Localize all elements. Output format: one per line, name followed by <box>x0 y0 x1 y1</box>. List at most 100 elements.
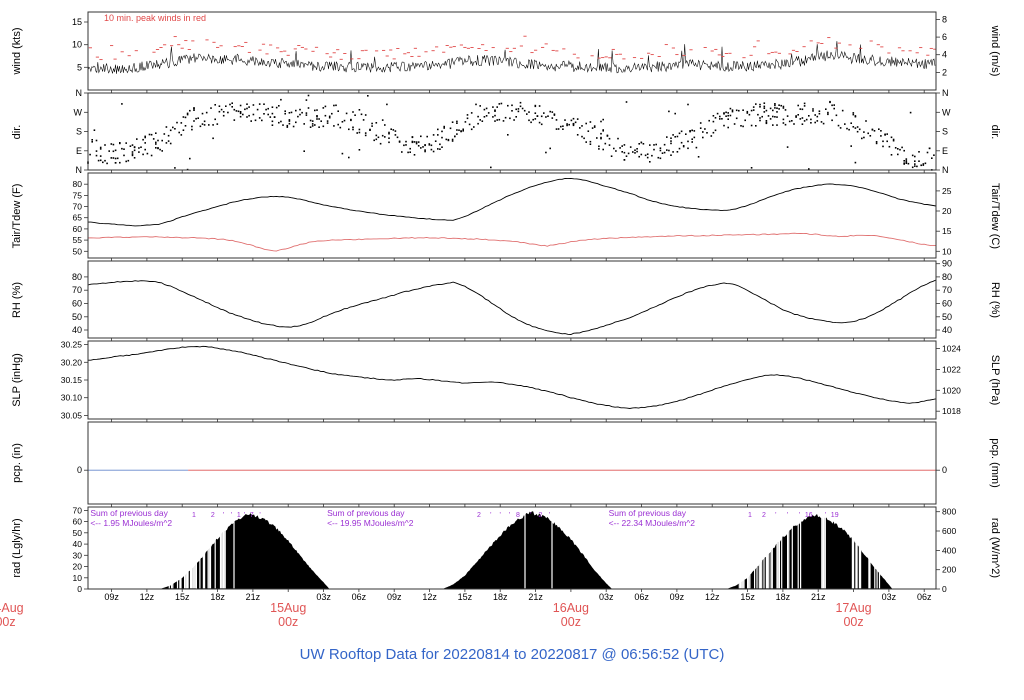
svg-text:18z: 18z <box>493 592 508 602</box>
sum-note-line: Sum of previous day <box>90 508 168 518</box>
svg-text:25: 25 <box>942 186 952 196</box>
svg-text:30.15: 30.15 <box>61 375 83 385</box>
svg-text:': ' <box>530 512 531 519</box>
svg-text:S: S <box>942 127 948 137</box>
svg-text:06z: 06z <box>634 592 649 602</box>
svg-text:21z: 21z <box>528 592 543 602</box>
svg-text:1024: 1024 <box>942 343 961 353</box>
axis-title-slp-right: SLP (hPa) <box>989 354 1001 406</box>
svg-text:1018: 1018 <box>942 406 961 416</box>
svg-text:60: 60 <box>73 224 83 234</box>
svg-text:N: N <box>942 165 949 175</box>
svg-text:': ' <box>223 512 224 519</box>
svg-text:06z: 06z <box>917 592 932 602</box>
svg-text:09z: 09z <box>387 592 402 602</box>
radiation-sum-note-3: Sum of previous day <-- 22.34 MJoules/m^… <box>609 508 695 528</box>
svg-text:75: 75 <box>73 190 83 200</box>
svg-text:N: N <box>942 88 949 98</box>
svg-text:': ' <box>509 512 510 519</box>
svg-text:8: 8 <box>516 512 520 519</box>
svg-text:70: 70 <box>72 285 82 295</box>
svg-text:70: 70 <box>73 202 83 212</box>
panel-rh-group: 40 50 60 70 80 40 50 60 70 80 90 <box>72 259 952 341</box>
svg-text:': ' <box>549 512 550 519</box>
axis-title-tair-left: Tair/Tdew (F) <box>11 183 23 248</box>
svg-text:E: E <box>942 146 948 156</box>
svg-text:N: N <box>76 88 83 98</box>
svg-text:40: 40 <box>73 539 83 549</box>
svg-text:30.05: 30.05 <box>61 411 83 421</box>
date-line2: 00z <box>278 615 299 629</box>
svg-text:': ' <box>500 512 501 519</box>
svg-text:15z: 15z <box>740 592 755 602</box>
svg-text:03z: 03z <box>599 592 614 602</box>
date-line1: 15Aug <box>270 601 307 615</box>
svg-text:20: 20 <box>942 206 952 216</box>
date-line2: 00z <box>843 615 864 629</box>
axis-title-rad-left: rad (Lgly/hr) <box>11 518 23 578</box>
svg-text:18z: 18z <box>776 592 791 602</box>
svg-text:30.20: 30.20 <box>61 357 83 367</box>
svg-text:50: 50 <box>73 246 83 256</box>
svg-text:03z: 03z <box>316 592 331 602</box>
axis-title-tair-right: Tair/Tdew (C) <box>989 182 1001 249</box>
svg-text:E: E <box>76 146 82 156</box>
axis-title-wind-right: wind (m/s) <box>989 25 1001 77</box>
panel-slp-group: 30.05 30.10 30.15 30.20 30.25 1018 1020 1022 102… <box>61 340 961 422</box>
axis-title-rh-left: RH (%) <box>11 281 23 318</box>
svg-text:2: 2 <box>211 512 215 519</box>
axis-title-dir-right: dir. <box>989 124 1001 139</box>
svg-text:': ' <box>787 512 788 519</box>
svg-text:7: 7 <box>250 512 254 519</box>
date-line1: 16Aug <box>552 601 589 615</box>
axis-title-wind-left: wind (kts) <box>11 27 23 75</box>
svg-text:50: 50 <box>72 312 82 322</box>
panel-rad-group: 1 2 ' ' 1 ' 7 ' 2 ' ' ' 8 ' 2 ' 1 2 ' ' ' 16 ' 1901020304050607… <box>73 505 957 594</box>
radiation-sum-note-2: Sum of previous day <-- 19.95 MJoules/m^… <box>327 508 413 528</box>
date-line2: 00z <box>0 615 16 629</box>
svg-text:': ' <box>259 512 260 519</box>
svg-text:03z: 03z <box>882 592 897 602</box>
svg-text:65: 65 <box>73 213 83 223</box>
svg-text:90: 90 <box>942 259 952 269</box>
svg-text:0: 0 <box>77 465 82 475</box>
svg-text:60: 60 <box>72 299 82 309</box>
svg-text:800: 800 <box>942 507 956 517</box>
svg-text:': ' <box>799 512 800 519</box>
svg-text:2: 2 <box>762 512 766 519</box>
svg-text:20: 20 <box>73 562 83 572</box>
svg-text:30.25: 30.25 <box>61 340 83 350</box>
svg-text:15z: 15z <box>458 592 473 602</box>
sum-note-value: <-- 22.34 MJoules/m^2 <box>608 518 695 528</box>
date-label-16aug: 16Aug 00z <box>553 601 589 629</box>
svg-text:06z: 06z <box>352 592 367 602</box>
axis-title-pcp-left: pcp. (in) <box>11 443 23 483</box>
svg-text:8: 8 <box>942 15 947 25</box>
svg-text:1020: 1020 <box>942 385 961 395</box>
svg-text:': ' <box>825 512 826 519</box>
date-label-14aug: 14Aug 00z <box>0 601 24 629</box>
svg-text:W: W <box>942 107 951 117</box>
svg-text:12z: 12z <box>140 592 155 602</box>
svg-text:60: 60 <box>942 299 952 309</box>
svg-text:0: 0 <box>942 465 947 475</box>
date-line1: 17Aug <box>835 601 872 615</box>
date-line2: 00z <box>560 615 581 629</box>
svg-text:09z: 09z <box>670 592 685 602</box>
svg-text:12z: 12z <box>422 592 437 602</box>
svg-text:30: 30 <box>73 550 83 560</box>
svg-text:80: 80 <box>942 272 952 282</box>
svg-text:30.10: 30.10 <box>61 393 83 403</box>
chart-title: UW Rooftop Data for 20220814 to 20220817… <box>299 646 725 663</box>
svg-text:55: 55 <box>73 235 83 245</box>
svg-text:19: 19 <box>831 512 839 519</box>
svg-text:400: 400 <box>942 545 956 555</box>
svg-text:16: 16 <box>805 512 813 519</box>
axis-title-slp-left: SLP (inHg) <box>11 353 23 407</box>
peak-wind-note: 10 min. peak winds in red <box>104 13 207 23</box>
svg-text:2: 2 <box>477 512 481 519</box>
